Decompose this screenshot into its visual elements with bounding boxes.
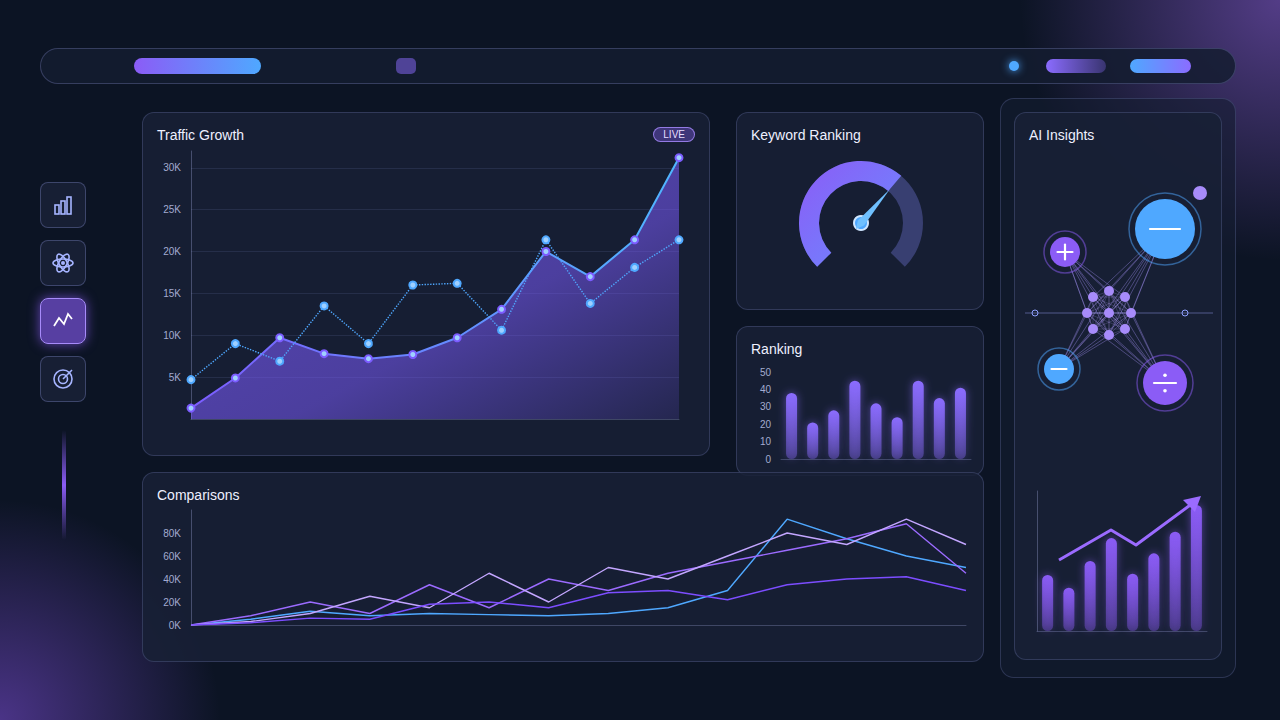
svg-text:20K: 20K [163, 246, 181, 257]
svg-text:40: 40 [760, 384, 772, 395]
html-text:AI Insights: AI Insights [1029, 127, 1095, 143]
html-text:LIVE: LIVE [663, 129, 685, 140]
svg-text:25K: 25K [163, 204, 181, 215]
svg-text:10K: 10K [163, 330, 181, 341]
html-text:Keyword Ranking: Keyword Ranking [751, 127, 861, 143]
html-text:Comparisons: Comparisons [157, 487, 240, 503]
svg-text:5K: 5K [169, 372, 182, 383]
svg-text:30K: 30K [163, 162, 181, 173]
svg-text:15K: 15K [163, 288, 181, 299]
svg-text:60K: 60K [163, 551, 181, 562]
html-text:Ranking: Ranking [751, 341, 803, 357]
svg-text:30: 30 [760, 401, 772, 412]
svg-text:0: 0 [765, 454, 771, 465]
svg-text:0K: 0K [169, 620, 182, 631]
svg-text:20: 20 [760, 419, 772, 430]
html-text:Traffic Growth: Traffic Growth [157, 127, 245, 143]
svg-text:20K: 20K [163, 597, 181, 608]
svg-text:50: 50 [760, 367, 772, 378]
svg-text:10: 10 [760, 436, 772, 447]
svg-text:40K: 40K [163, 574, 181, 585]
svg-text:80K: 80K [163, 528, 181, 539]
